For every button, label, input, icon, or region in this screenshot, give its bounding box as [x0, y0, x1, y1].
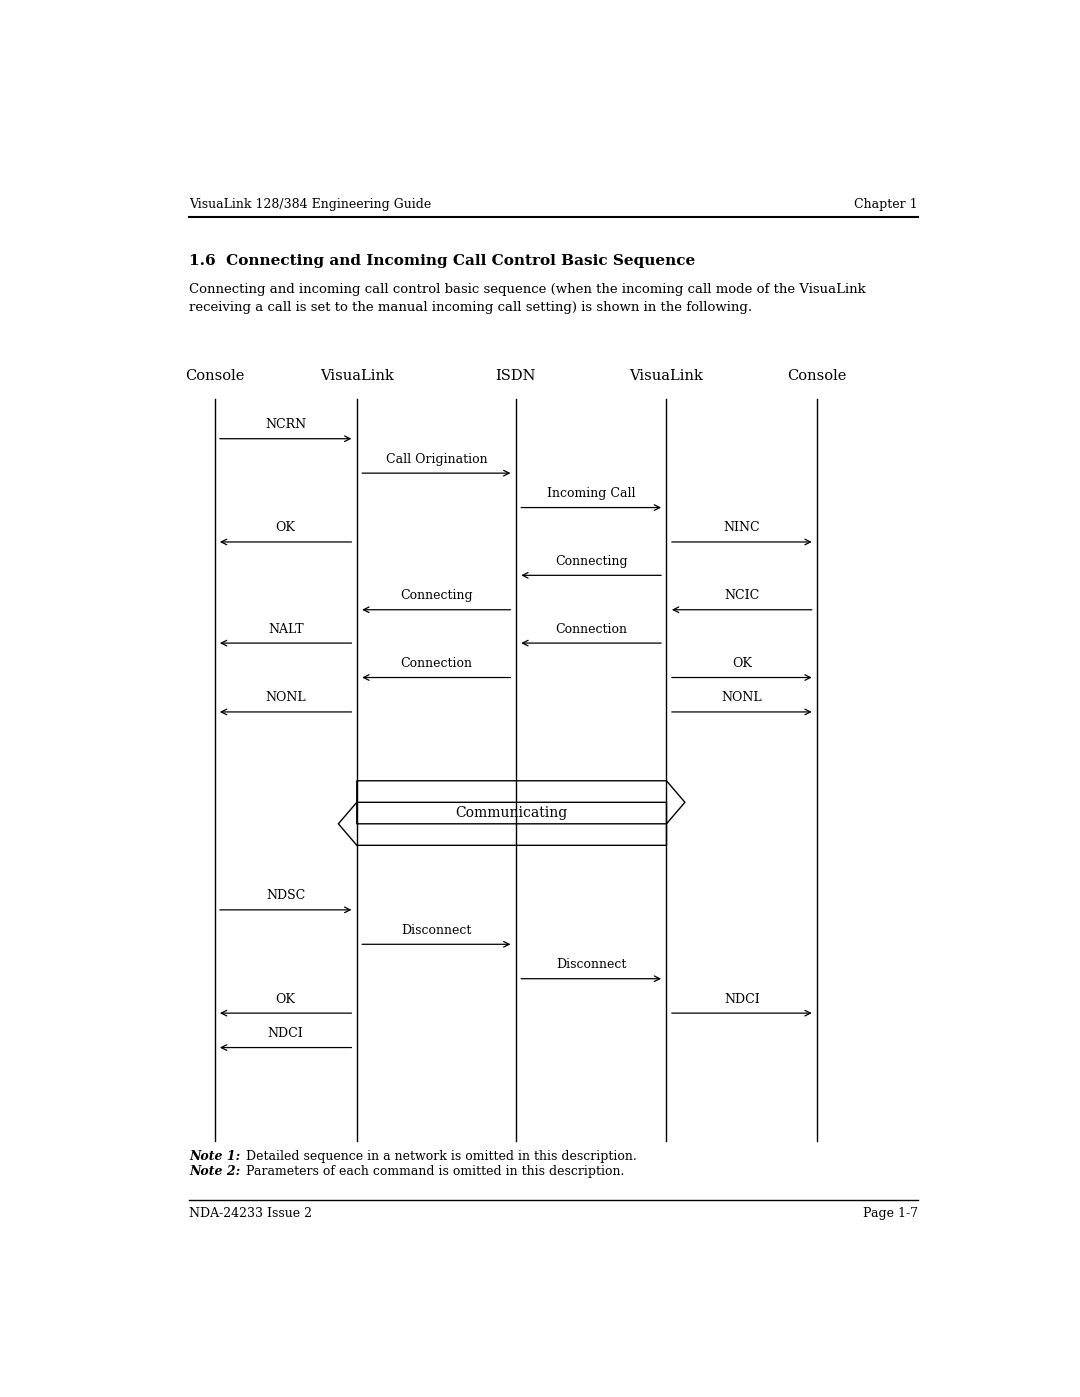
- Text: NALT: NALT: [268, 623, 303, 636]
- Text: NDCI: NDCI: [724, 993, 759, 1006]
- Text: Call Origination: Call Origination: [386, 453, 487, 465]
- Text: Note 1:: Note 1:: [189, 1150, 241, 1162]
- Text: Console: Console: [185, 369, 244, 383]
- Text: receiving a call is set to the manual incoming call setting) is shown in the fol: receiving a call is set to the manual in…: [189, 300, 753, 314]
- Text: Incoming Call: Incoming Call: [546, 488, 635, 500]
- Text: NCIC: NCIC: [725, 590, 759, 602]
- Text: NDSC: NDSC: [266, 890, 306, 902]
- Text: NCRN: NCRN: [265, 418, 307, 432]
- Text: OK: OK: [732, 657, 752, 671]
- Text: Parameters of each command is omitted in this description.: Parameters of each command is omitted in…: [238, 1165, 624, 1178]
- Text: NDA-24233 Issue 2: NDA-24233 Issue 2: [189, 1207, 312, 1220]
- Text: NINC: NINC: [724, 521, 760, 535]
- Text: Console: Console: [787, 369, 847, 383]
- Text: NONL: NONL: [721, 692, 762, 704]
- Text: Note 2:: Note 2:: [189, 1165, 241, 1178]
- Text: 1.6  Connecting and Incoming Call Control Basic Sequence: 1.6 Connecting and Incoming Call Control…: [189, 254, 696, 268]
- Text: Chapter 1: Chapter 1: [854, 197, 918, 211]
- Text: Disconnect: Disconnect: [556, 958, 626, 971]
- Text: Connection: Connection: [401, 657, 472, 671]
- Text: Connection: Connection: [555, 623, 627, 636]
- Text: Connecting and incoming call control basic sequence (when the incoming call mode: Connecting and incoming call control bas…: [189, 282, 866, 296]
- Text: Communicating: Communicating: [456, 806, 568, 820]
- Text: Page 1-7: Page 1-7: [863, 1207, 918, 1220]
- Text: Disconnect: Disconnect: [401, 923, 472, 937]
- Text: VisuaLink: VisuaLink: [630, 369, 703, 383]
- Text: Connecting: Connecting: [400, 590, 473, 602]
- Text: VisuaLink: VisuaLink: [320, 369, 394, 383]
- Text: OK: OK: [275, 993, 296, 1006]
- Text: VisuaLink 128/384 Engineering Guide: VisuaLink 128/384 Engineering Guide: [189, 197, 432, 211]
- Text: OK: OK: [275, 521, 296, 535]
- Text: ISDN: ISDN: [496, 369, 536, 383]
- Text: Detailed sequence in a network is omitted in this description.: Detailed sequence in a network is omitte…: [238, 1150, 637, 1162]
- Text: NDCI: NDCI: [268, 1027, 303, 1039]
- Text: Connecting: Connecting: [555, 555, 627, 567]
- Text: NONL: NONL: [266, 692, 306, 704]
